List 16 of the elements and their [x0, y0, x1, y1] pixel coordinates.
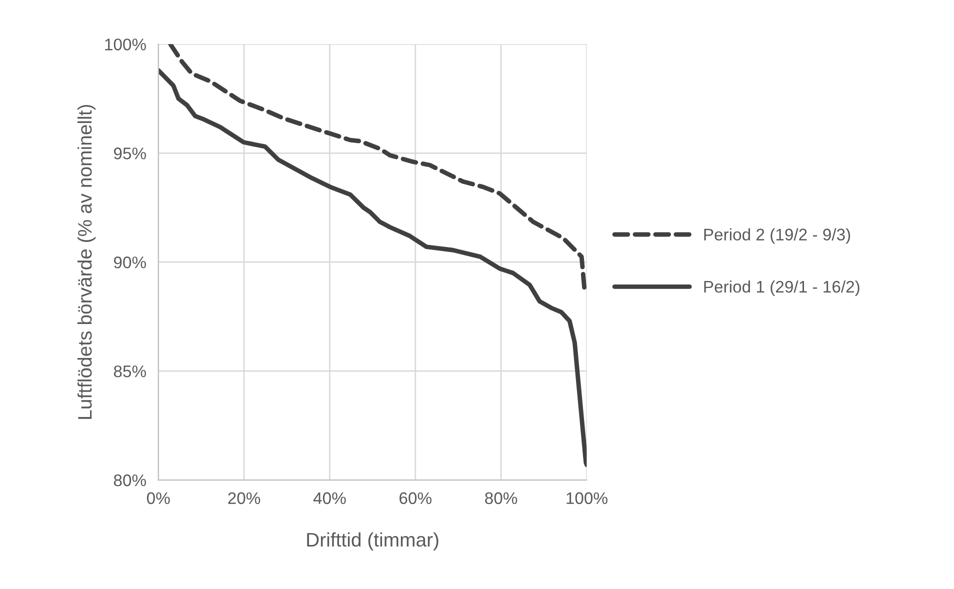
y-tick-label: 100% — [105, 38, 146, 50]
x-tick-label: 20% — [228, 492, 260, 504]
y-tick-label: 90% — [114, 256, 146, 268]
y-axis-title: Luftflödets börvärde (% av nominellt) — [77, 104, 96, 419]
x-tick-label: 80% — [485, 492, 518, 504]
x-tick-label: 60% — [400, 492, 432, 504]
legend-label: Period 2 (19/2 - 9/3) — [704, 228, 850, 244]
line-series — [158, 68, 587, 468]
x-tick-label: 100% — [566, 492, 608, 504]
x-tick-label: 40% — [313, 492, 346, 504]
legend-label: Period 1 (29/1 - 16/2) — [704, 280, 860, 296]
y-tick-label: 85% — [114, 365, 146, 378]
y-tick-label: 95% — [114, 148, 146, 160]
y-tick-label: 80% — [114, 474, 146, 486]
x-tick-label: 0% — [146, 492, 170, 504]
x-axis-title: Drifttid (timmar) — [307, 532, 438, 550]
